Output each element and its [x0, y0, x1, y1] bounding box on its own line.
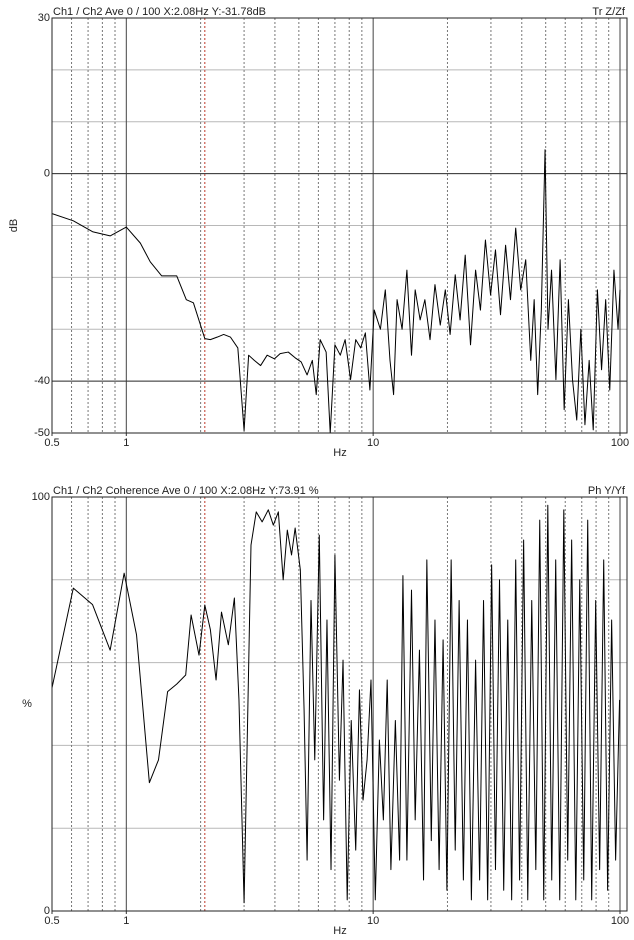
x-tick-label: 10: [367, 915, 379, 927]
data-line: [52, 149, 621, 433]
y-tick-label: 30: [38, 12, 50, 24]
x-tick-label: 1: [123, 915, 129, 927]
header-title: Ch1 / Ch2 Ave 0 / 100 X:2.08Hz Y:-31.78d…: [53, 6, 266, 18]
y-tick-label: 0: [44, 168, 50, 180]
chart-panel: 30 0 -40 -500.5 1 10 100 Ch1 / Ch2 Ave 0 / 100 …: [8, 6, 629, 459]
header-title: Ch1 / Ch2 Coherence Ave 0 / 100 X:2.08Hz…: [53, 485, 319, 497]
y-tick-label: -40: [34, 375, 50, 387]
x-tick-label: 100: [611, 437, 629, 449]
header-corner: Tr Z/Zf: [592, 6, 626, 18]
x-tick-label: 10: [367, 437, 379, 449]
data-line: [52, 504, 621, 904]
x-tick-label: 1: [123, 437, 129, 449]
y-tick-label: 100: [32, 491, 50, 503]
plot-area: [52, 497, 627, 911]
plot-border: [51, 496, 628, 912]
y-axis-label: %: [22, 698, 32, 710]
y-tick-label: 0: [44, 905, 50, 917]
x-axis-label: Hz: [333, 447, 346, 459]
x-tick-label: 0.5: [44, 437, 59, 449]
x-tick-label: 100: [611, 915, 629, 927]
x-tick-label: 0.5: [44, 915, 59, 927]
y-axis-label: dB: [8, 219, 20, 232]
plot-border: [51, 17, 628, 434]
y-tick-label: -50: [34, 427, 50, 439]
header-corner: Ph Y/Yf: [588, 485, 626, 497]
x-axis-label: Hz: [333, 925, 346, 937]
